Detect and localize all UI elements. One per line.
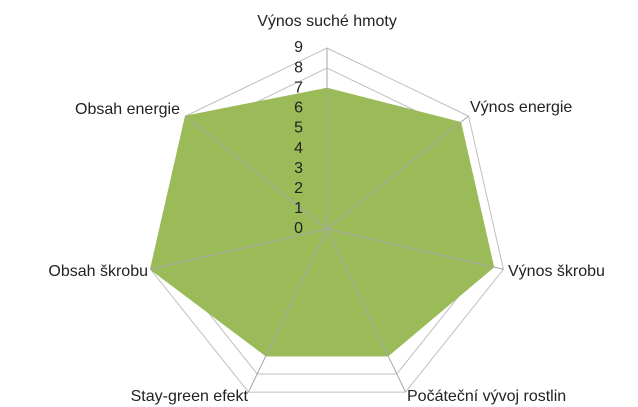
tick-label: 6 bbox=[294, 100, 303, 117]
tick-label: 2 bbox=[294, 180, 303, 197]
series-area bbox=[149, 87, 495, 357]
tick-label: 9 bbox=[294, 39, 303, 56]
tick-label: 5 bbox=[294, 120, 303, 137]
spoke bbox=[150, 228, 328, 270]
tick-label: 7 bbox=[294, 79, 303, 96]
spoke bbox=[248, 228, 328, 393]
category-label: Počáteční vývoj rostlin bbox=[407, 388, 566, 405]
category-label: Stay-green efekt bbox=[131, 388, 249, 405]
category-label: Obsah energie bbox=[75, 101, 180, 118]
tick-label: 0 bbox=[294, 220, 303, 237]
spoke bbox=[185, 115, 328, 230]
tick-label: 8 bbox=[294, 59, 303, 76]
tick-label: 3 bbox=[294, 160, 303, 177]
category-label: Obsah škrobu bbox=[48, 263, 148, 280]
spoke bbox=[326, 115, 469, 230]
category-label: Výnos škrobu bbox=[508, 263, 605, 280]
category-label: Výnos energie bbox=[470, 99, 572, 116]
category-label: Výnos suché hmoty bbox=[257, 13, 397, 30]
spoke bbox=[326, 228, 406, 393]
tick-label: 4 bbox=[294, 140, 303, 157]
spoke bbox=[326, 228, 504, 270]
tick-label: 1 bbox=[294, 200, 303, 217]
